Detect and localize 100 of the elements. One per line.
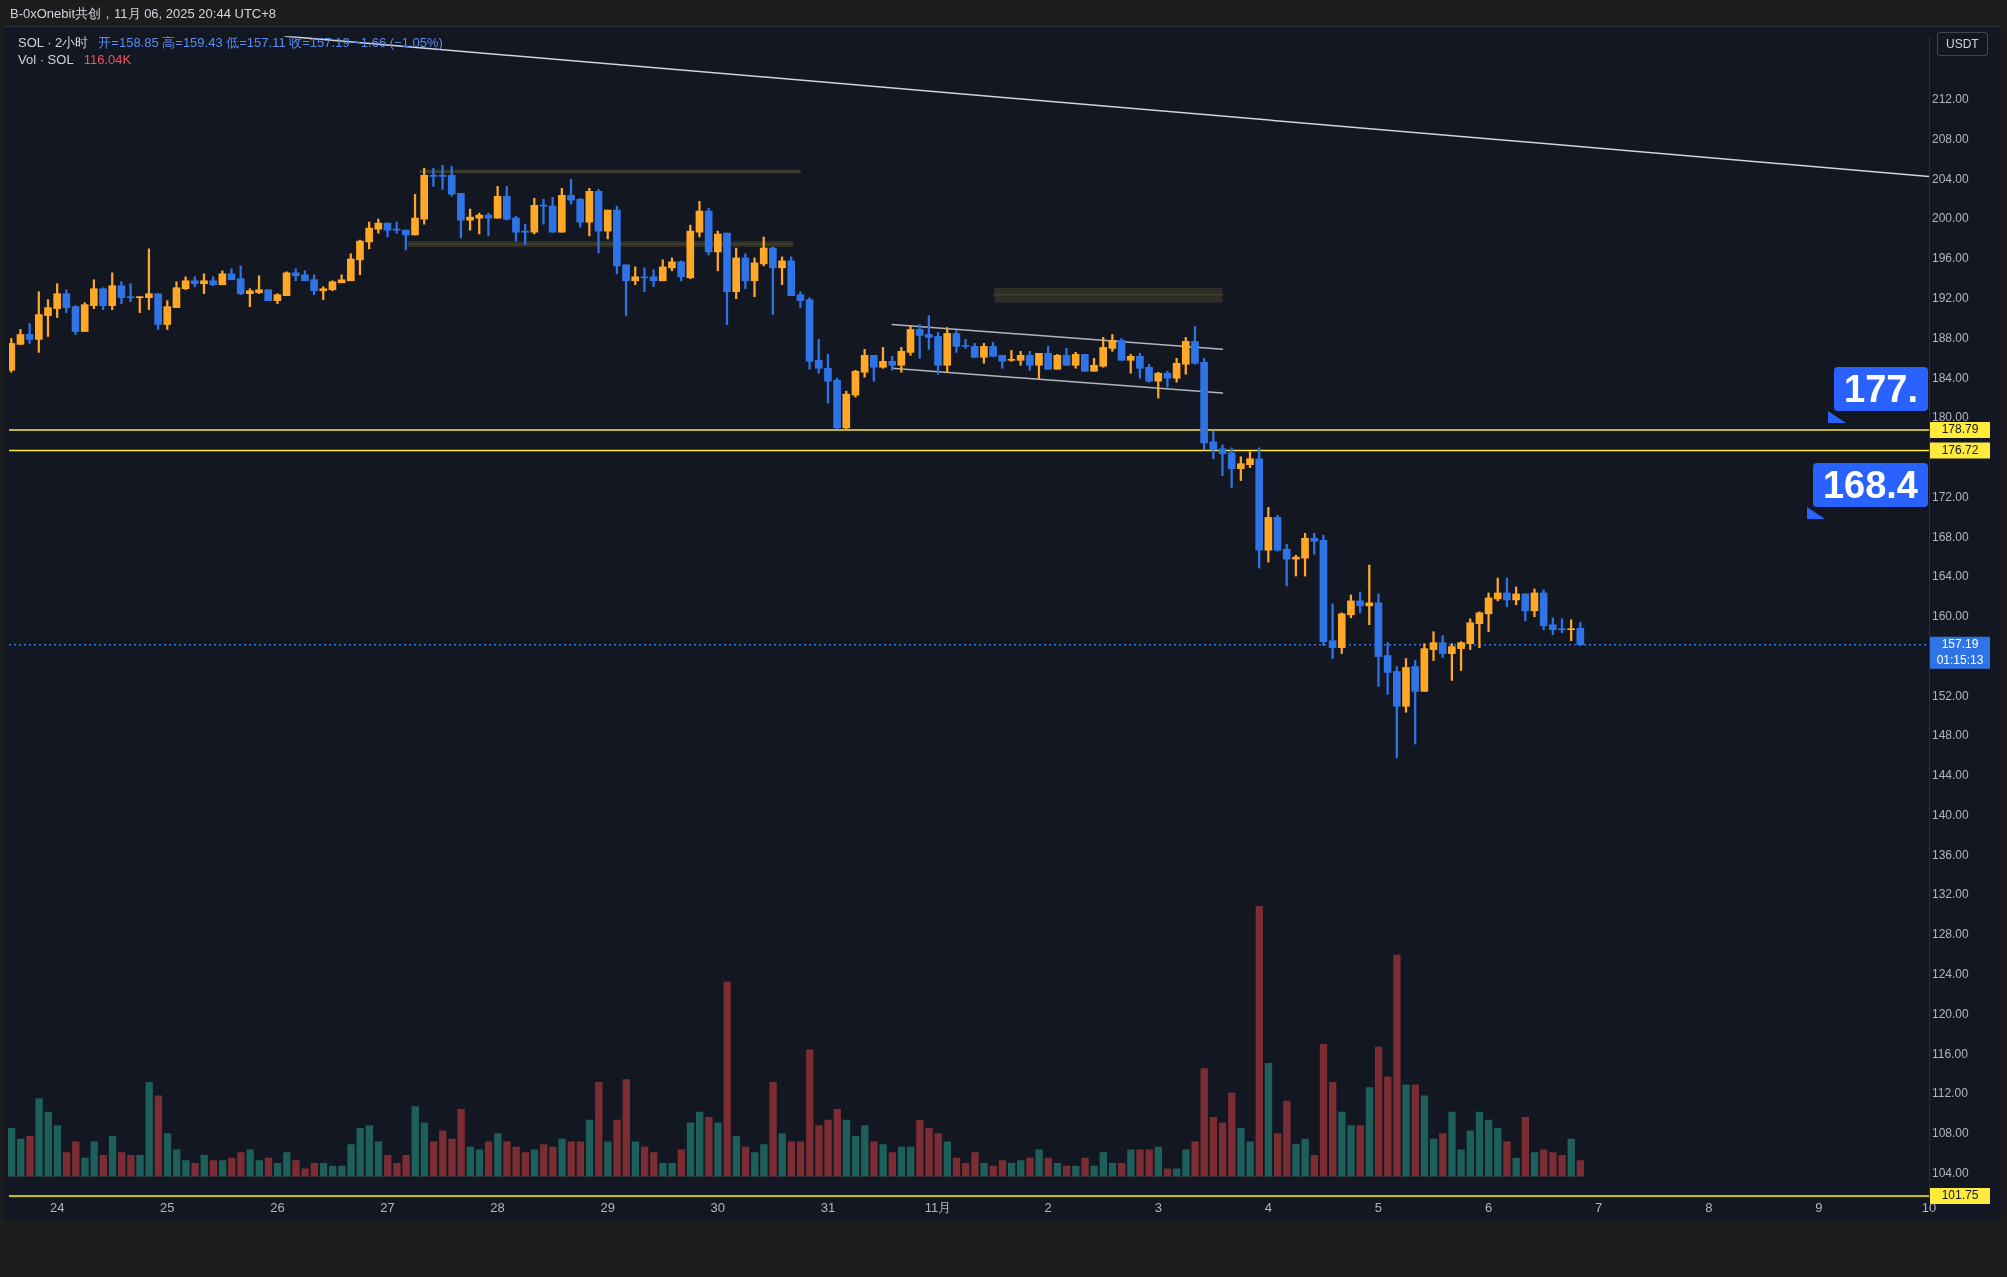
bar: [833, 1109, 841, 1177]
bar: [842, 1120, 850, 1177]
bar: [1209, 1117, 1217, 1177]
bar: [1475, 1112, 1483, 1177]
bar: [1503, 1141, 1511, 1177]
bar: [1319, 1044, 1327, 1177]
bar: [438, 1130, 447, 1177]
bar: [1429, 1139, 1437, 1177]
x-tick-label: 31: [820, 1199, 836, 1215]
bar: [1136, 1149, 1144, 1177]
y-tick-label: 140.00: [1932, 807, 1970, 822]
bar: [429, 1141, 437, 1177]
bar: [1420, 1095, 1428, 1177]
bar: [53, 1125, 61, 1177]
bar: [1466, 1130, 1474, 1177]
candlestick: [649, 269, 658, 288]
bar: [576, 1141, 584, 1177]
bar: [796, 1141, 804, 1177]
bar: [1145, 1149, 1153, 1177]
bar: [236, 1152, 245, 1177]
bar: [1264, 1063, 1272, 1177]
bar: [181, 1160, 190, 1177]
bar: [1301, 1139, 1309, 1177]
y-tick-label: 204.00: [1932, 171, 1970, 186]
y-tick-label: 188.00: [1932, 330, 1970, 345]
bar: [503, 1141, 511, 1177]
y-tick-label: 168.00: [1932, 529, 1970, 544]
bar: [1374, 1047, 1382, 1177]
x-tick-label: 27: [380, 1199, 395, 1215]
bar: [961, 1163, 970, 1177]
bar: [1255, 906, 1263, 1177]
x-tick-label: 6: [1484, 1199, 1493, 1215]
y-tick-label: 200.00: [1932, 211, 1970, 226]
bar: [1163, 1168, 1171, 1177]
bar: [374, 1141, 382, 1177]
x-tick-label: 25: [160, 1199, 175, 1215]
bar: [16, 1139, 25, 1177]
bar: [539, 1144, 548, 1177]
ref-line-label: 157.19 01:15:13: [1936, 637, 1984, 668]
bar: [952, 1158, 960, 1177]
bar: [1181, 1149, 1190, 1177]
y-tick-label: 148.00: [1932, 728, 1970, 743]
y-tick-label: 124.00: [1932, 967, 1970, 982]
chart-title: Vol · SOL: [18, 52, 74, 67]
bar: [1200, 1068, 1208, 1177]
candlestick: [1328, 603, 1337, 659]
y-tick-label: 164.00: [1932, 569, 1970, 584]
x-tick-label: 9: [1815, 1199, 1823, 1215]
bar: [126, 1155, 135, 1177]
bar: [741, 1147, 749, 1177]
bar: [677, 1149, 685, 1177]
bar: [567, 1141, 575, 1177]
bar: [1521, 1117, 1529, 1177]
x-tick-label: 3: [1154, 1199, 1162, 1215]
bar: [1411, 1084, 1419, 1177]
bar: [1090, 1166, 1098, 1177]
bar: [613, 1120, 621, 1177]
bar: [1365, 1087, 1373, 1177]
bar: [530, 1149, 538, 1177]
bar: [1493, 1128, 1502, 1177]
y-tick-label: 132.00: [1932, 887, 1970, 902]
bar: [200, 1155, 208, 1177]
bar: [594, 1082, 603, 1177]
bar: [1567, 1139, 1575, 1177]
bar: [1154, 1147, 1162, 1177]
bar: [906, 1147, 915, 1177]
bar: [943, 1141, 951, 1177]
x-tick-label: 29: [600, 1199, 615, 1215]
candlestick: [1475, 611, 1484, 648]
y-tick-label: 136.00: [1932, 847, 1970, 862]
y-tick-label: 116.00: [1932, 1046, 1969, 1061]
bar: [71, 1141, 80, 1177]
bar: [35, 1098, 43, 1177]
bar: [7, 1128, 15, 1177]
candlestick: [126, 283, 135, 302]
bar: [1035, 1149, 1043, 1177]
bar: [759, 1144, 768, 1177]
bar: [282, 1152, 291, 1177]
y-tick-label: 160.00: [1932, 609, 1970, 624]
bar: [686, 1122, 694, 1177]
bar: [1273, 1133, 1282, 1177]
bar: [1512, 1158, 1520, 1177]
annotation: 177.: [1834, 367, 1928, 411]
bar: [319, 1163, 327, 1177]
ref-line-label: 178.79: [1941, 422, 1979, 437]
bar: [44, 1112, 52, 1177]
y-tick-label: 152.00: [1932, 688, 1970, 703]
bar: [860, 1125, 869, 1177]
bar: [227, 1158, 236, 1177]
bar: [1126, 1149, 1135, 1177]
chart-title: SOL · 2小时: [18, 35, 89, 50]
bar: [191, 1163, 199, 1177]
bar: [1438, 1133, 1447, 1177]
y-tick-label: 208.00: [1932, 131, 1970, 146]
bar: [558, 1139, 566, 1177]
bar: [1218, 1122, 1226, 1177]
bar: [420, 1122, 428, 1177]
bar: [1044, 1158, 1052, 1177]
bar: [778, 1133, 786, 1177]
bar: [1172, 1168, 1181, 1177]
